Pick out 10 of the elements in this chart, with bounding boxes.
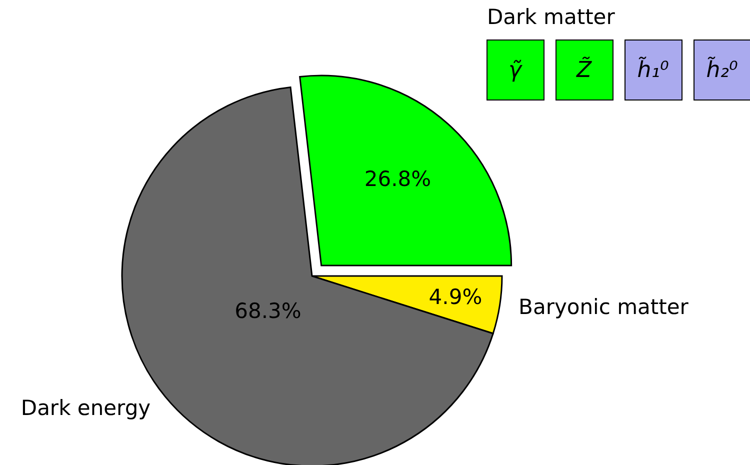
slice-label: Dark matter: [487, 5, 616, 29]
text: Z̃: [575, 56, 592, 83]
data-label: 4.9%: [428, 285, 482, 310]
text: h̃₁⁰: [637, 56, 669, 83]
data-label: 68.3%: [234, 299, 302, 324]
text: h̃₂⁰: [706, 56, 738, 83]
slice-label: Dark energy: [20, 396, 151, 420]
slice-label: Baryonic matter: [518, 294, 689, 319]
data-label: 26.8%: [364, 166, 432, 191]
text: γ̃: [508, 58, 522, 83]
